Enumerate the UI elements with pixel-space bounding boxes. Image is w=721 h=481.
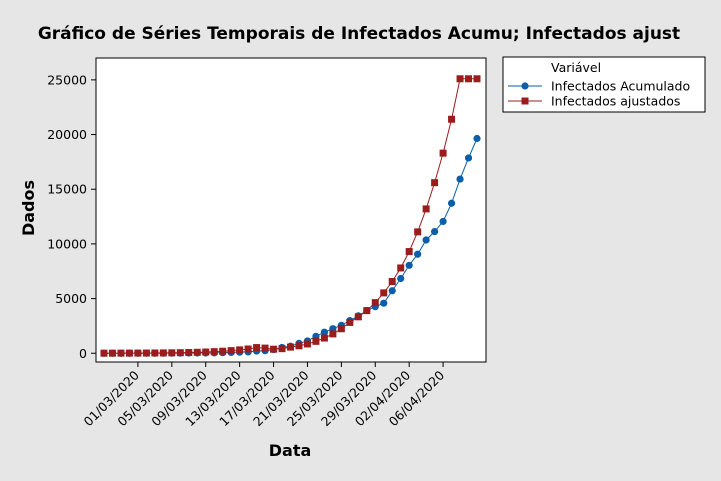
legend-label-1: Infectados Acumulado [551,79,690,94]
legend: Variável Infectados AcumuladoInfectados … [502,56,706,113]
legend-title: Variável [551,60,601,75]
data-point-2 [244,345,252,353]
plot-area [95,57,487,363]
y-tick-label: 0 [79,346,87,361]
data-point-2 [287,343,294,351]
data-point-2 [388,278,396,286]
data-point-2 [422,205,430,213]
data-point-2 [414,228,422,236]
y-axis-title: Dados [19,180,38,236]
data-point-2 [431,179,439,187]
data-point-2 [168,349,176,357]
data-point-2 [473,75,481,83]
legend-marker-1 [521,82,529,90]
x-axis: 01/03/202005/03/202009/03/202013/03/2020… [80,362,447,429]
data-point-2 [219,347,227,355]
data-point-1 [422,236,430,244]
data-point-1 [464,154,473,162]
data-point-1 [431,227,439,236]
data-point-2 [117,349,125,357]
x-axis-title: Data [269,441,312,460]
data-point-2 [380,289,388,297]
legend-label-2: Infectados ajustados [551,94,680,109]
data-point-2 [134,349,142,357]
data-point-1 [439,217,447,226]
chart-title: Gráfico de Séries Temporais de Infectado… [38,24,680,44]
data-point-1 [320,328,329,336]
data-point-2 [329,330,337,338]
data-point-2 [303,340,311,348]
y-tick-label: 20000 [47,127,87,142]
data-point-2 [405,248,413,256]
y-tick-label: 10000 [47,236,87,251]
data-point-2 [346,318,354,326]
data-point-2 [312,337,320,345]
data-point-1 [405,261,413,269]
data-point-2 [236,346,244,354]
data-point-2 [100,349,108,357]
y-tick-label: 15000 [47,182,87,197]
data-point-2 [202,348,210,356]
data-point-2 [397,264,405,272]
data-point-1 [380,299,388,307]
data-point-2 [363,307,371,315]
data-point-2 [456,75,464,83]
data-point-2 [337,325,345,333]
series-layer [100,75,481,357]
legend-marker-2 [521,97,529,105]
data-point-2 [253,344,261,352]
data-point-1 [397,274,405,283]
data-point-1 [447,199,456,207]
data-point-2 [354,313,362,321]
data-point-2 [193,348,201,356]
data-point-2 [270,345,278,353]
data-point-1 [388,287,396,295]
data-point-1 [414,250,422,258]
data-point-2 [125,349,133,357]
data-point-2 [176,349,184,357]
data-point-2 [371,299,379,307]
y-tick-label: 5000 [55,291,87,306]
legend-box [502,56,706,113]
data-point-2 [210,348,218,356]
data-point-2 [295,342,303,350]
data-point-2 [465,75,473,83]
data-point-1 [473,134,481,143]
data-point-2 [278,345,286,353]
data-point-2 [261,344,269,352]
data-point-2 [439,149,447,157]
data-point-2 [448,115,456,123]
data-point-1 [456,175,464,183]
y-axis: 0 5000 10000 15000 20000 25000 [47,72,96,361]
data-point-2 [320,334,328,342]
y-tick-label: 25000 [47,72,87,87]
data-point-2 [159,349,167,357]
data-point-2 [185,349,193,357]
data-point-2 [227,347,235,355]
data-point-2 [142,349,150,357]
data-point-2 [108,349,116,357]
data-point-2 [151,349,159,357]
